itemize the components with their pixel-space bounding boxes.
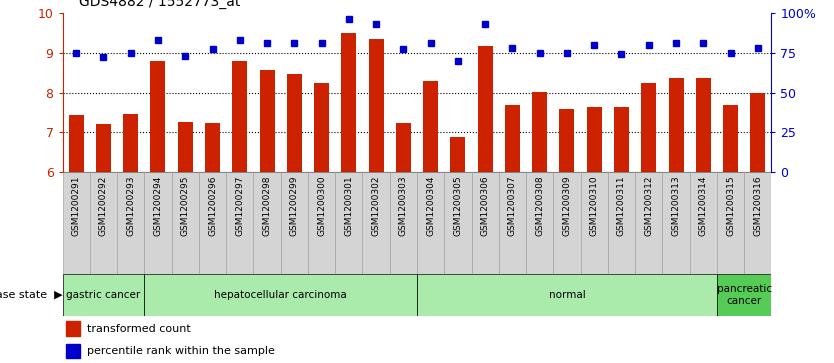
- Bar: [314, 83, 329, 172]
- Bar: [505, 105, 520, 172]
- Text: GSM1200294: GSM1200294: [153, 175, 163, 236]
- Text: GSM1200295: GSM1200295: [181, 175, 190, 236]
- Bar: [369, 38, 384, 172]
- Text: GSM1200291: GSM1200291: [72, 175, 81, 236]
- Bar: [144, 172, 172, 274]
- Bar: [205, 122, 220, 172]
- Bar: [717, 274, 771, 316]
- Bar: [744, 172, 771, 274]
- Bar: [281, 172, 308, 274]
- Text: transformed count: transformed count: [88, 323, 191, 334]
- Text: GSM1200312: GSM1200312: [644, 175, 653, 236]
- Bar: [450, 137, 465, 172]
- Bar: [553, 172, 580, 274]
- Text: GSM1200314: GSM1200314: [699, 175, 708, 236]
- Bar: [117, 172, 144, 274]
- Bar: [123, 114, 138, 172]
- Text: percentile rank within the sample: percentile rank within the sample: [88, 346, 275, 356]
- Text: GDS4882 / 1552773_at: GDS4882 / 1552773_at: [79, 0, 240, 9]
- Bar: [751, 93, 766, 172]
- Text: GSM1200306: GSM1200306: [480, 175, 490, 236]
- Bar: [723, 105, 738, 172]
- Bar: [608, 172, 636, 274]
- Bar: [144, 274, 417, 316]
- Bar: [471, 172, 499, 274]
- Text: hepatocellular carcinoma: hepatocellular carcinoma: [214, 290, 347, 300]
- Text: GSM1200292: GSM1200292: [99, 175, 108, 236]
- Bar: [641, 82, 656, 172]
- Bar: [178, 122, 193, 172]
- Text: disease state  ▶: disease state ▶: [0, 290, 63, 300]
- Bar: [63, 172, 90, 274]
- Bar: [614, 106, 629, 172]
- Text: GSM1200310: GSM1200310: [590, 175, 599, 236]
- Text: GSM1200308: GSM1200308: [535, 175, 545, 236]
- Text: GSM1200309: GSM1200309: [562, 175, 571, 236]
- Bar: [287, 74, 302, 172]
- Text: GSM1200302: GSM1200302: [372, 175, 380, 236]
- Bar: [669, 78, 684, 172]
- Text: GSM1200299: GSM1200299: [289, 175, 299, 236]
- Text: GSM1200311: GSM1200311: [617, 175, 626, 236]
- Bar: [696, 78, 711, 172]
- Bar: [417, 172, 445, 274]
- Bar: [66, 344, 80, 358]
- Bar: [526, 172, 553, 274]
- Text: GSM1200307: GSM1200307: [508, 175, 517, 236]
- Bar: [66, 322, 80, 336]
- Text: GSM1200316: GSM1200316: [753, 175, 762, 236]
- Text: GSM1200304: GSM1200304: [426, 175, 435, 236]
- Text: GSM1200297: GSM1200297: [235, 175, 244, 236]
- Bar: [198, 172, 226, 274]
- Text: gastric cancer: gastric cancer: [67, 290, 141, 300]
- Text: pancreatic
cancer: pancreatic cancer: [716, 284, 771, 306]
- Bar: [68, 114, 83, 172]
- Bar: [478, 46, 493, 172]
- Text: GSM1200296: GSM1200296: [208, 175, 217, 236]
- Bar: [423, 81, 438, 172]
- Bar: [172, 172, 198, 274]
- Text: GSM1200303: GSM1200303: [399, 175, 408, 236]
- Text: GSM1200298: GSM1200298: [263, 175, 272, 236]
- Bar: [662, 172, 690, 274]
- Bar: [254, 172, 281, 274]
- Bar: [226, 172, 254, 274]
- Bar: [150, 61, 165, 172]
- Text: GSM1200313: GSM1200313: [671, 175, 681, 236]
- Bar: [580, 172, 608, 274]
- Bar: [690, 172, 717, 274]
- Bar: [363, 172, 389, 274]
- Text: GSM1200300: GSM1200300: [317, 175, 326, 236]
- Bar: [341, 33, 356, 172]
- Bar: [417, 274, 717, 316]
- Bar: [308, 172, 335, 274]
- Bar: [96, 124, 111, 172]
- Bar: [636, 172, 662, 274]
- Bar: [445, 172, 471, 274]
- Bar: [717, 172, 744, 274]
- Bar: [233, 61, 247, 172]
- Text: GSM1200293: GSM1200293: [126, 175, 135, 236]
- Bar: [532, 92, 547, 172]
- Bar: [499, 172, 526, 274]
- Text: normal: normal: [549, 290, 585, 300]
- Bar: [389, 172, 417, 274]
- Text: GSM1200305: GSM1200305: [454, 175, 462, 236]
- Bar: [335, 172, 363, 274]
- Bar: [396, 122, 411, 172]
- Bar: [587, 106, 601, 172]
- Bar: [90, 172, 117, 274]
- Text: GSM1200301: GSM1200301: [344, 175, 354, 236]
- Text: GSM1200315: GSM1200315: [726, 175, 735, 236]
- Bar: [259, 70, 274, 172]
- Bar: [560, 109, 575, 172]
- Bar: [63, 274, 144, 316]
